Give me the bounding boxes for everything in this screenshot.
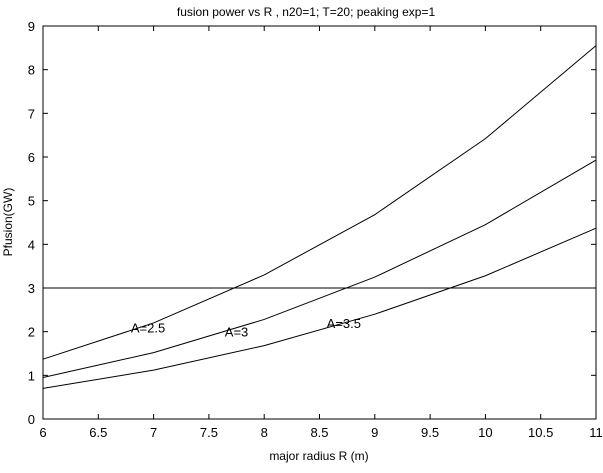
x-axis-label: major radius R (m) [269,449,368,463]
plot-area [42,25,597,420]
x-tick-label: 6.5 [89,425,107,440]
y-axis-label: Pfusion(GW) [1,188,15,257]
y-tick-label: 4 [28,237,35,252]
x-tick-label: 6 [39,425,46,440]
y-axis-ticks: 0 1 2 3 4 5 6 7 8 9 [28,19,596,427]
y-tick-label: 3 [28,281,35,296]
x-tick-label: 10 [478,425,492,440]
x-tick-label: 11 [589,425,603,440]
x-tick-label: 9 [371,425,378,440]
annotation-layer: A=2.5 A=3 A=3.5 [131,316,361,340]
y-tick-label: 0 [28,412,35,427]
x-tick-label: 8.5 [310,425,328,440]
series-annotation: A=2.5 [131,320,165,335]
y-tick-label: 1 [28,368,35,383]
y-tick-label: 7 [28,106,35,121]
x-tick-label: 9.5 [421,425,439,440]
y-tick-label: 5 [28,194,35,209]
x-axis-ticks: 6 6.5 7 7.5 8 8.5 9 9.5 10 10.5 11 [39,26,603,440]
x-tick-label: 7 [150,425,157,440]
series-annotation: A=3 [225,325,249,340]
series-line-a-2-5 [42,45,597,360]
series-annotation: A=3.5 [327,316,361,331]
series-line-a-3-5 [42,227,597,389]
y-tick-label: 2 [28,325,35,340]
series-line-a-3 [42,159,597,379]
y-tick-label: 9 [28,19,35,34]
y-tick-label: 8 [28,63,35,78]
x-tick-label: 10.5 [528,425,553,440]
x-tick-label: 7.5 [200,425,218,440]
chart-title: fusion power vs R , n20=1; T=20; peaking… [177,5,436,19]
y-tick-label: 6 [28,150,35,165]
x-tick-label: 8 [261,425,268,440]
series-layer [42,45,597,389]
